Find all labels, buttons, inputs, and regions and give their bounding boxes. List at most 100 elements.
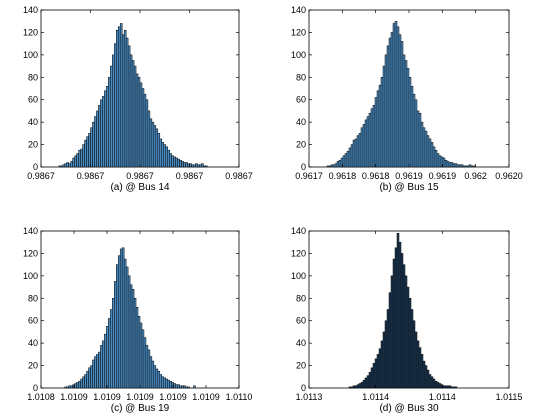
- histogram-bar: [376, 354, 380, 389]
- y-tick-label: 80: [28, 72, 38, 82]
- histogram-bar: [396, 26, 400, 168]
- x-tick-label: 1.0108: [27, 392, 55, 402]
- histogram-bar: [328, 165, 332, 168]
- histogram-bar: [100, 345, 103, 389]
- histogram-bar: [92, 121, 95, 168]
- x-tick-label: 1.0109: [159, 392, 187, 402]
- histogram-bar: [117, 26, 121, 168]
- histogram-bar: [380, 340, 384, 389]
- histogram-bar: [127, 275, 131, 389]
- histogram-bar: [165, 146, 168, 168]
- histogram-bar: [416, 110, 420, 168]
- histogram-bar: [177, 158, 180, 168]
- histogram-bar: [161, 142, 165, 168]
- histogram-bar: [145, 345, 149, 389]
- histogram-bar: [80, 378, 83, 389]
- y-tick-label: 100: [291, 50, 306, 60]
- histogram-bar: [205, 165, 208, 168]
- histogram-bar: [141, 88, 145, 168]
- histogram-bar: [348, 147, 352, 168]
- histogram-bar: [388, 292, 392, 389]
- histogram-bar: [354, 138, 358, 168]
- y-tick-label: 120: [23, 27, 38, 37]
- y-tick-label: 40: [296, 338, 306, 348]
- histogram-bar: [400, 253, 404, 389]
- y-tick-label: 0: [301, 383, 306, 393]
- histogram-bar: [108, 318, 111, 389]
- histogram-bar: [412, 320, 416, 389]
- y-tick-label: 20: [28, 140, 38, 150]
- histogram-bar: [167, 379, 170, 389]
- histogram-bar: [171, 155, 174, 168]
- histogram-bar: [452, 386, 456, 389]
- histogram-bar: [450, 386, 454, 389]
- histogram-bar: [115, 264, 119, 389]
- histogram-bar: [414, 331, 418, 389]
- histogram-bar: [370, 367, 374, 389]
- histogram-bar: [66, 386, 69, 389]
- histogram-bar: [336, 161, 340, 168]
- y-tick-label: 140: [291, 226, 306, 236]
- x-tick-label: 1.0109: [192, 392, 220, 402]
- histogram-bar: [153, 125, 157, 168]
- histogram-bar: [153, 365, 157, 389]
- x-tick-label: 0.9620: [495, 171, 523, 181]
- histogram-bar: [438, 383, 442, 389]
- histogram-bar: [434, 149, 438, 168]
- histogram-bar: [382, 331, 386, 389]
- histogram-bar: [392, 23, 396, 168]
- histogram-bar: [199, 164, 202, 168]
- histogram-bar: [472, 165, 476, 168]
- histogram-bar: [62, 164, 66, 168]
- y-tick-label: 120: [23, 248, 38, 258]
- histogram-bar: [384, 54, 388, 168]
- histogram-bar: [161, 376, 165, 389]
- histogram-bar: [82, 376, 85, 389]
- histogram-bar: [165, 378, 168, 389]
- histogram-bar: [94, 356, 97, 389]
- histogram-bar: [64, 386, 67, 389]
- histogram-bar: [102, 96, 105, 168]
- histogram-bar: [432, 146, 436, 168]
- histogram-bar: [460, 164, 464, 168]
- histogram-bar: [406, 68, 410, 168]
- histogram-bar: [185, 386, 188, 389]
- histogram-bar: [406, 286, 410, 389]
- y-tick-label: 100: [23, 50, 38, 60]
- y-tick-label: 0: [33, 162, 38, 172]
- y-tick-label: 120: [291, 27, 306, 37]
- histogram-bar: [358, 133, 362, 168]
- histogram-bar: [334, 163, 338, 168]
- histogram-bar: [86, 370, 89, 389]
- histogram-bar: [143, 337, 147, 389]
- histogram-bar: [78, 381, 81, 389]
- x-tick-label: 0.9867: [126, 171, 154, 181]
- histogram-bar: [183, 385, 186, 389]
- histogram-bar: [384, 320, 388, 389]
- histogram-bar: [452, 163, 456, 168]
- histogram-bar: [169, 381, 172, 389]
- histogram-bar: [175, 157, 178, 168]
- histogram-bar: [470, 165, 474, 168]
- histogram-bar: [167, 149, 170, 168]
- histogram-bar: [157, 370, 161, 389]
- histogram-bar: [454, 386, 458, 389]
- histogram-bar: [68, 163, 71, 168]
- histogram-bar: [374, 358, 378, 389]
- x-tick-label: 0.9619: [429, 171, 457, 181]
- histogram-bar: [404, 275, 408, 389]
- histogram-bar: [442, 157, 446, 168]
- histogram-bar: [414, 99, 418, 168]
- histogram-bar: [362, 124, 366, 168]
- x-tick-label: 1.0110: [226, 392, 253, 402]
- histogram-bar: [428, 138, 432, 168]
- histogram-bar: [151, 360, 155, 389]
- y-tick-label: 60: [296, 316, 306, 326]
- histogram-bar: [159, 374, 163, 389]
- y-tick-label: 40: [296, 117, 306, 127]
- histogram-bar: [438, 155, 442, 168]
- histogram-bar: [464, 165, 468, 168]
- histogram-bar: [127, 45, 131, 168]
- histogram-bar: [149, 356, 153, 389]
- histogram-bar: [332, 164, 336, 168]
